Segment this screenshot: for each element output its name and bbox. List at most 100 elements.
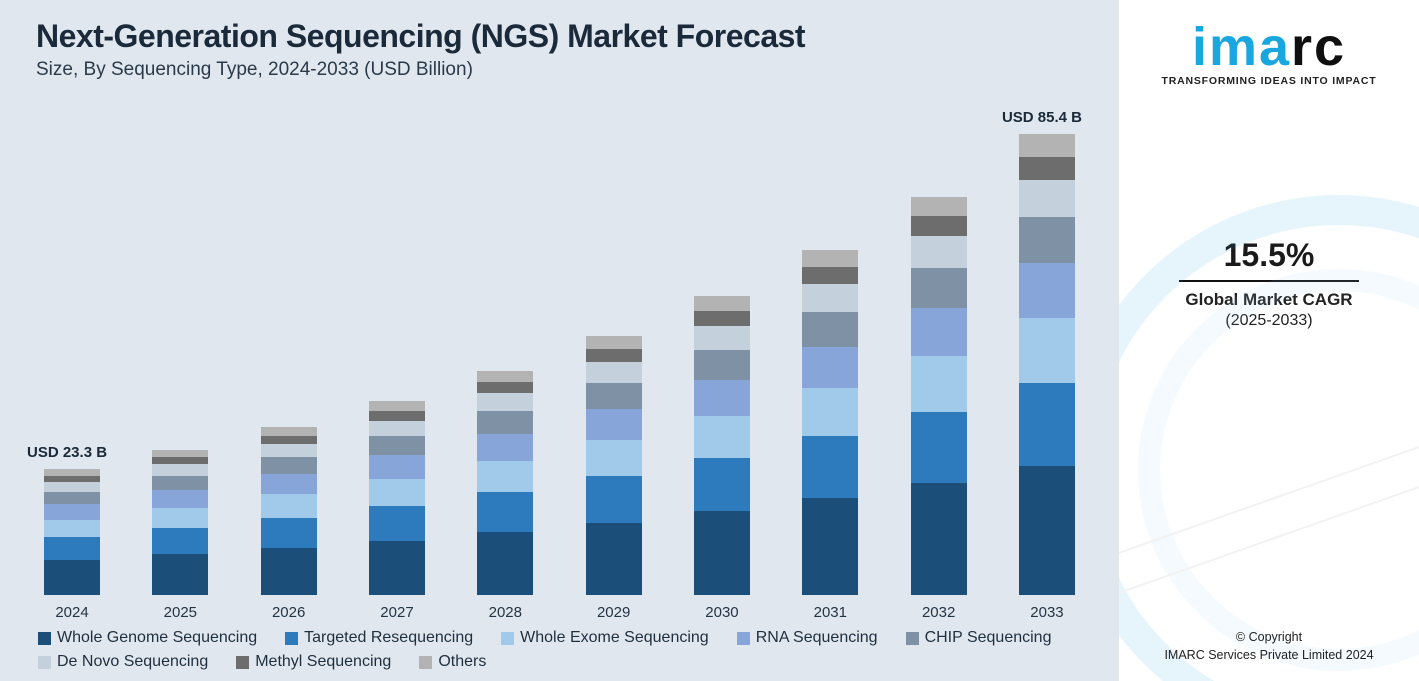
bar-column: [44, 469, 100, 595]
bar-segment: [369, 479, 425, 506]
x-tick-label: 2025: [152, 604, 208, 621]
legend-item: Whole Genome Sequencing: [38, 629, 257, 647]
bar-segment: [152, 554, 208, 595]
copyright-line-2: IMARC Services Private Limited 2024: [1119, 646, 1419, 665]
bar-segment: [261, 427, 317, 435]
legend-label: Targeted Resequencing: [304, 629, 473, 647]
x-tick-label: 2029: [586, 604, 642, 621]
legend-swatch: [906, 632, 919, 645]
bar-segment: [911, 236, 967, 268]
bar-segment: [911, 268, 967, 308]
copyright-line-1: © Copyright: [1119, 628, 1419, 647]
end-value-label: USD 85.4 B: [1002, 109, 1082, 126]
stacked-bar: [369, 401, 425, 595]
bar-segment: [802, 250, 858, 267]
bar-segment: [586, 440, 642, 476]
stacked-bar: [477, 371, 533, 595]
legend-label: Others: [438, 653, 486, 671]
bar-segment: [586, 349, 642, 362]
bar-segment: [694, 458, 750, 512]
bar-segment: [802, 498, 858, 595]
bar-segment: [261, 494, 317, 518]
cagr-subtext: (2025-2033): [1179, 312, 1359, 330]
bar-column: [802, 250, 858, 595]
bar-segment: [369, 421, 425, 437]
bar-column: [261, 427, 317, 595]
legend: Whole Genome Sequencing Targeted Resequen…: [36, 629, 1083, 671]
x-axis: 2024202520262027202820292030203120322033: [36, 604, 1083, 621]
legend-item: De Novo Sequencing: [38, 653, 208, 671]
bar-segment: [44, 560, 100, 595]
bar-segment: [477, 434, 533, 461]
bar-segment: [44, 482, 100, 492]
bar-column: [694, 296, 750, 595]
legend-swatch: [38, 656, 51, 669]
bar-segment: [911, 412, 967, 484]
bar-segment: [1019, 263, 1075, 318]
bar-segment: [694, 380, 750, 416]
chart-title: Next-Generation Sequencing (NGS) Market …: [36, 18, 1083, 55]
bar-segment: [477, 461, 533, 492]
copyright: © Copyright IMARC Services Private Limit…: [1119, 628, 1419, 666]
bar-segment: [369, 436, 425, 455]
x-tick-label: 2026: [261, 604, 317, 621]
bar-segment: [1019, 157, 1075, 180]
x-tick-label: 2024: [44, 604, 100, 621]
bar-segment: [802, 267, 858, 284]
stacked-bar: [44, 469, 100, 595]
bar-column: [911, 197, 967, 595]
x-tick-label: 2027: [369, 604, 425, 621]
stacked-bar: [1019, 134, 1075, 595]
bar-column: [152, 450, 208, 595]
bar-segment: [1019, 318, 1075, 383]
legend-label: Methyl Sequencing: [255, 653, 391, 671]
x-tick-label: 2031: [802, 604, 858, 621]
bar-segment: [911, 483, 967, 595]
bar-segment: [694, 350, 750, 380]
legend-swatch: [737, 632, 750, 645]
legend-item: Targeted Resequencing: [285, 629, 473, 647]
logo: imarc TRANSFORMING IDEAS INTO IMPACT: [1162, 26, 1377, 87]
bar-column: [1019, 134, 1075, 595]
bar-segment: [477, 393, 533, 411]
bar-segment: [477, 411, 533, 433]
bar-segment: [261, 457, 317, 474]
legend-label: De Novo Sequencing: [57, 653, 208, 671]
bar-segment: [477, 382, 533, 393]
legend-swatch: [501, 632, 514, 645]
bar-segment: [586, 336, 642, 349]
x-tick-label: 2033: [1019, 604, 1075, 621]
bar-column: [369, 401, 425, 595]
chart-panel: Next-Generation Sequencing (NGS) Market …: [0, 0, 1119, 681]
infographic: Next-Generation Sequencing (NGS) Market …: [0, 0, 1419, 681]
bar-segment: [802, 436, 858, 498]
bar-segment: [261, 474, 317, 494]
bar-segment: [369, 506, 425, 541]
legend-label: Whole Exome Sequencing: [520, 629, 709, 647]
bar-segment: [694, 311, 750, 326]
stacked-bar: [911, 197, 967, 595]
bar-segment: [1019, 217, 1075, 263]
bar-segment: [369, 455, 425, 478]
side-bg-decoration: [1119, 0, 1419, 681]
legend-swatch: [38, 632, 51, 645]
legend-swatch: [419, 656, 432, 669]
bar-column: [477, 371, 533, 595]
bar-segment: [369, 541, 425, 595]
cagr-label: Global Market CAGR: [1179, 290, 1359, 310]
bar-segment: [261, 436, 317, 444]
bar-segment: [586, 523, 642, 595]
bar-segment: [694, 511, 750, 595]
bar-segment: [694, 326, 750, 350]
legend-item: RNA Sequencing: [737, 629, 878, 647]
bar-segment: [261, 518, 317, 548]
bar-segment: [911, 308, 967, 356]
legend-item: Whole Exome Sequencing: [501, 629, 709, 647]
bar-segment: [911, 197, 967, 217]
bar-segment: [911, 356, 967, 412]
bar-segment: [44, 492, 100, 505]
bar-segment: [911, 216, 967, 236]
bar-segment: [44, 537, 100, 560]
legend-item: Methyl Sequencing: [236, 653, 391, 671]
legend-label: Whole Genome Sequencing: [57, 629, 257, 647]
